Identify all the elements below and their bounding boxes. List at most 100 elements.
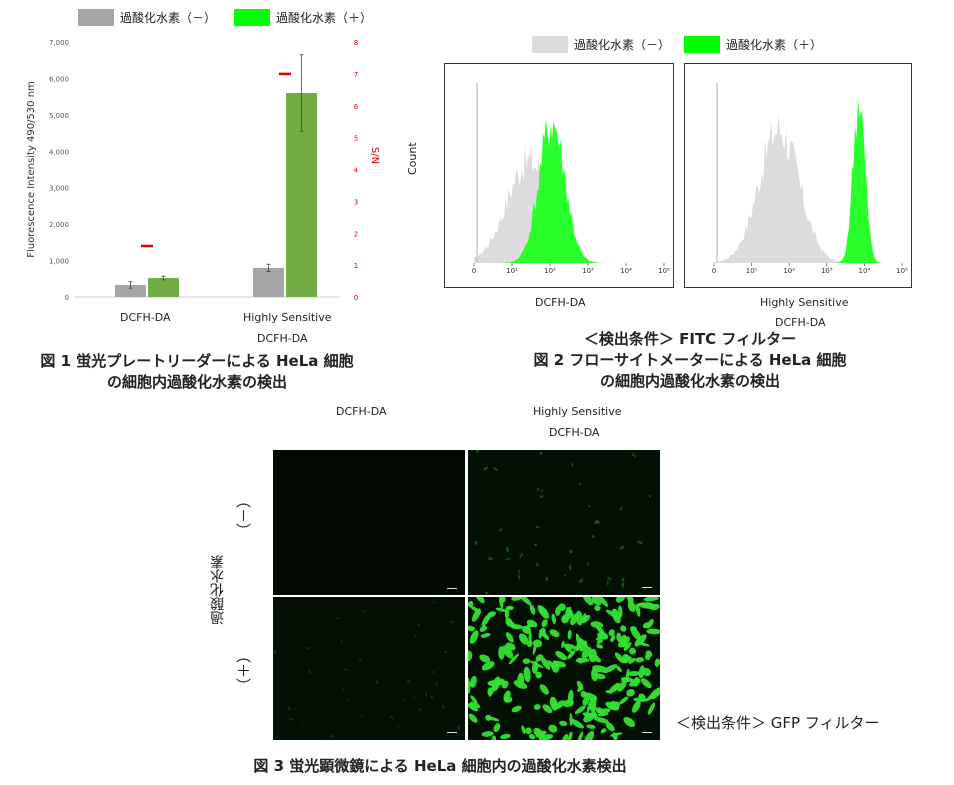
cell (570, 718, 584, 729)
cell (511, 705, 522, 713)
cell (540, 489, 543, 492)
cell (533, 704, 541, 710)
fig1-caption: 図 1 蛍光プレートリーダーによる HeLa 細胞 の細胞内過酸化水素の検出 (12, 351, 382, 393)
cell (418, 708, 422, 712)
cell (569, 549, 573, 554)
cell (596, 643, 604, 649)
cell (485, 591, 488, 595)
cell (536, 562, 539, 567)
fig2-legend-item-minus: 過酸化水素（－） (532, 36, 670, 53)
cell (611, 608, 621, 624)
cell (468, 625, 476, 632)
cell (579, 578, 584, 583)
cell (361, 610, 366, 613)
cell (608, 629, 615, 636)
cell (570, 613, 579, 626)
scale-bar (642, 587, 652, 588)
fig2-legend-swatch-plus (684, 36, 721, 53)
cell (479, 625, 488, 632)
bar-plus (148, 278, 179, 297)
cell (586, 724, 596, 729)
y2-tick-label: 6 (354, 103, 359, 111)
cell (627, 670, 641, 677)
cell (526, 640, 533, 648)
cell (469, 605, 482, 614)
cell (469, 630, 479, 644)
cell (654, 658, 660, 667)
y2-tick-label: 3 (354, 198, 358, 206)
y2-tick-label: 7 (354, 71, 358, 79)
cell (567, 649, 576, 660)
cell (623, 642, 632, 651)
cell (346, 699, 350, 701)
cell (637, 540, 643, 545)
fig3-col-left-label: DCFH-DA (336, 405, 387, 418)
cell (331, 734, 334, 738)
cell (612, 732, 617, 740)
cell (442, 704, 445, 710)
cell (359, 715, 364, 718)
x-tick-label: 10⁴ (620, 267, 632, 275)
cell (621, 582, 625, 588)
cell (549, 629, 560, 638)
cell (535, 525, 540, 529)
cell (591, 710, 597, 717)
y-tick-label: 0 (65, 294, 69, 302)
cell (595, 635, 605, 641)
cell (582, 597, 594, 606)
fig1-bar-chart: 0 1,000 2,000 3,000 4,000 5,000 6,000 7,000 Fluo… (26, 39, 380, 302)
fig3-col-right-label-2: DCFH-DA (549, 426, 600, 439)
x-tick-label: 10³ (582, 267, 594, 275)
cell (623, 717, 636, 727)
fig2-panel-right-label-1: Highly Sensitive (760, 296, 849, 309)
fig1-xlabel-left: DCFH-DA (120, 311, 171, 324)
cell (481, 731, 494, 737)
y-tick-label: 7,000 (49, 39, 69, 47)
fig1-caption-line2: の細胞内過酸化水素の検出 (106, 373, 287, 391)
cell (517, 574, 521, 580)
cell (610, 634, 616, 643)
cell (621, 577, 625, 582)
cell (498, 646, 505, 660)
cell (493, 467, 499, 471)
fig1-xlabel-right-1: Highly Sensitive (243, 311, 332, 324)
fig2-condition: ＜検出条件＞ FITC フィルター (583, 330, 797, 348)
fig2-legend-item-plus: 過酸化水素（＋） (684, 36, 822, 53)
cell (481, 613, 492, 627)
cell (629, 678, 641, 687)
cell (562, 699, 574, 708)
legend-item-plus: 過酸化水素（＋） (234, 9, 372, 26)
cell (559, 720, 568, 727)
cell (495, 607, 506, 612)
cell (506, 620, 517, 629)
cell (304, 647, 310, 650)
cell (590, 621, 604, 629)
cell (535, 671, 542, 679)
y2-tick-label: 5 (354, 135, 358, 143)
cell (289, 718, 294, 721)
cell (522, 658, 531, 665)
cell (519, 553, 524, 559)
cell (628, 657, 636, 664)
cell (493, 723, 501, 733)
bar-minus (115, 284, 146, 297)
cell (591, 668, 599, 682)
cell (301, 724, 304, 728)
cell (358, 659, 362, 662)
cell (501, 680, 509, 689)
cell (390, 715, 394, 720)
cell (536, 488, 540, 491)
micrograph-dcfh-minus (273, 450, 465, 595)
cell (588, 505, 591, 508)
cell (563, 574, 566, 577)
cell (646, 628, 660, 635)
cell (435, 682, 438, 687)
cell (588, 648, 597, 663)
x-tick-label: 10¹ (506, 267, 518, 275)
cell (564, 643, 579, 650)
cell (535, 730, 547, 738)
cell (622, 656, 632, 664)
cell (631, 453, 637, 458)
cell (414, 635, 417, 638)
cell (616, 665, 622, 672)
